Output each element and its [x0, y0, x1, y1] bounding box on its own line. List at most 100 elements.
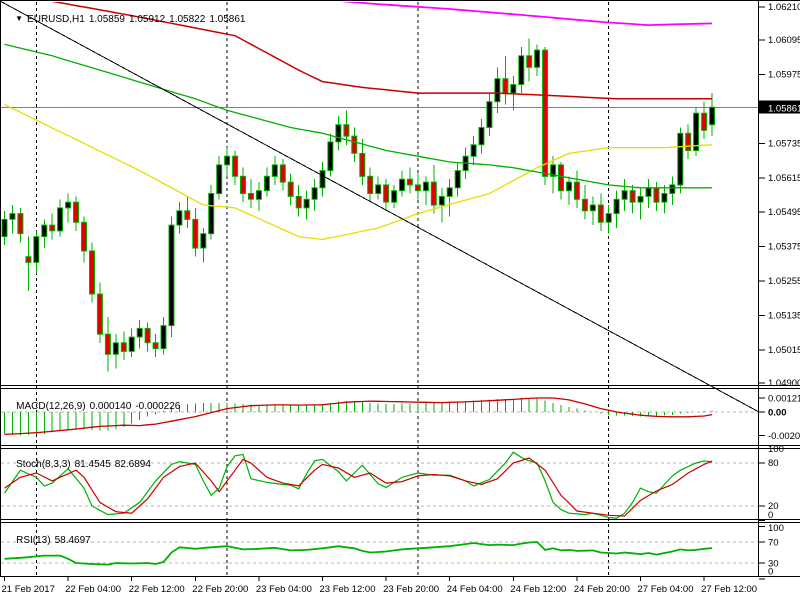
candle — [73, 201, 79, 223]
candle — [65, 201, 72, 209]
candle — [406, 178, 413, 186]
candle — [248, 193, 254, 200]
macd-panel — [4, 397, 713, 436]
candle — [359, 152, 366, 177]
candle — [693, 112, 700, 151]
candle — [57, 207, 64, 232]
price-tick-label: 1.04900 — [768, 378, 800, 389]
indicator-level-lines — [1, 411, 759, 564]
ma-green-line — [4, 43, 713, 189]
stoch-name: Stoch(8,3,3) — [16, 459, 71, 470]
candle — [232, 155, 239, 177]
moving-averages — [4, 2, 713, 241]
candle — [494, 78, 501, 103]
candle — [9, 213, 16, 220]
candle — [470, 144, 477, 157]
candle — [383, 184, 390, 203]
time-tick-label: 23 Feb 20:00 — [383, 584, 439, 595]
time-tick-label: 27 Feb 12:00 — [701, 584, 757, 595]
time-tick-label: 22 Feb 12:00 — [129, 584, 185, 595]
candle — [311, 187, 318, 200]
price-tick-label: 1.05735 — [768, 138, 800, 149]
candle — [128, 336, 135, 352]
candle — [96, 293, 103, 335]
candle — [295, 195, 302, 209]
candle — [637, 195, 644, 203]
candle — [399, 178, 405, 192]
candle — [446, 187, 453, 197]
rsi-panel — [4, 541, 713, 566]
current-price-label: 1.05861 — [768, 104, 800, 115]
price-tick-label: 1.05495 — [768, 207, 800, 218]
candle — [581, 198, 588, 212]
price-tick-label: 1.05015 — [768, 345, 800, 356]
time-tick-label: 21 Feb 2017 — [2, 584, 55, 595]
candle — [33, 236, 40, 263]
candle — [303, 198, 310, 209]
macd-axis-label: -0.002056 — [768, 431, 800, 442]
candle — [168, 224, 175, 327]
ohlc-high: 1.05912 — [129, 14, 166, 25]
stochastic-panel — [4, 451, 713, 519]
candle — [669, 184, 676, 194]
candle — [255, 190, 262, 200]
current-price-box — [759, 100, 800, 114]
candle — [605, 213, 612, 223]
macd-axis: 0.001217 0.00 -0.002056 — [0, 1, 800, 442]
candle — [136, 327, 143, 338]
candle — [573, 181, 580, 200]
candle — [184, 210, 191, 220]
day-gridlines — [35, 2, 610, 576]
price-axis: 1.06210 1.06095 1.05975 1.05735 1.05615 1.054… — [759, 2, 800, 389]
candle — [502, 78, 509, 94]
stoch-axis-label: 80 — [768, 458, 779, 469]
candle — [263, 175, 270, 192]
rsi-axis-label: 0 — [768, 567, 773, 578]
stoch-k-value: 81.4545 — [74, 459, 111, 470]
candle — [558, 164, 564, 192]
stochastic-indicator-label: Stoch(8,3,3) 81.4545 82.6894 — [5, 448, 155, 481]
price-tick-label: 1.05135 — [768, 311, 800, 322]
ma-yellow-line — [4, 104, 713, 241]
candle — [486, 101, 493, 128]
candle — [367, 175, 374, 195]
candle — [677, 132, 684, 186]
rsi-axis-label: 100 — [768, 523, 784, 534]
candle — [597, 204, 604, 223]
candle — [152, 342, 159, 349]
rsi-line — [4, 541, 713, 566]
candle — [391, 190, 398, 203]
candle — [208, 193, 215, 235]
candle — [120, 342, 127, 352]
price-tick-label: 1.06210 — [768, 2, 800, 13]
ma-red-line — [51, 2, 713, 100]
candle — [279, 164, 286, 183]
stoch-axis-label: 0 — [768, 510, 773, 521]
price-tick-label: 1.05975 — [768, 69, 800, 80]
candle — [661, 193, 668, 203]
stoch-axis: 100 80 200 — [759, 444, 784, 521]
candle — [287, 181, 294, 197]
candle — [430, 181, 437, 206]
candle — [112, 342, 119, 355]
candle — [176, 210, 183, 226]
candle — [160, 325, 167, 350]
time-tick-label: 24 Feb 20:00 — [574, 584, 630, 595]
rsi-value: 58.4697 — [54, 535, 91, 546]
candle — [621, 190, 628, 200]
candle — [17, 213, 24, 235]
time-tick-label: 24 Feb 04:00 — [447, 584, 503, 595]
macd-main-value: 0.000140 — [89, 401, 132, 412]
ohlc-open: 1.05859 — [88, 14, 125, 25]
rsi-axis-label: 30 — [768, 559, 779, 570]
macd-indicator-label: MACD(12,26,9) 0.000140 -0.000226 — [5, 390, 184, 423]
rsi-indicator-label: RSI(13) 58.4697 — [5, 524, 95, 557]
candle — [319, 170, 326, 189]
time-tick-label: 23 Feb 04:00 — [256, 584, 312, 595]
ohlc-close: 1.05861 — [209, 14, 246, 25]
candle — [645, 187, 652, 197]
candle — [1, 218, 8, 238]
candle — [478, 127, 485, 146]
candle — [510, 84, 517, 94]
